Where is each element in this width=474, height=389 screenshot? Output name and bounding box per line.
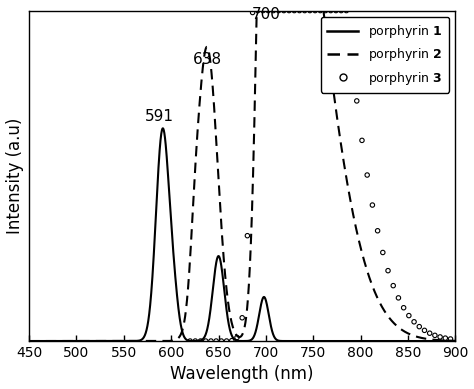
Text: 638: 638 xyxy=(192,52,222,67)
Point xyxy=(212,338,220,344)
Point xyxy=(390,282,397,289)
Point xyxy=(343,7,350,14)
Point xyxy=(405,312,413,319)
Point xyxy=(197,338,204,344)
Point xyxy=(249,9,256,16)
Point xyxy=(436,334,444,340)
Point xyxy=(259,7,267,14)
Point xyxy=(218,338,225,344)
Point xyxy=(238,315,246,321)
Point xyxy=(410,319,418,325)
Point xyxy=(223,338,230,344)
Point xyxy=(301,7,309,14)
Point xyxy=(228,338,236,344)
Point xyxy=(364,172,371,178)
Point xyxy=(186,338,194,344)
Point xyxy=(285,7,293,14)
Point xyxy=(416,324,423,330)
Point xyxy=(353,98,361,104)
Point xyxy=(348,53,356,60)
Point xyxy=(254,7,262,14)
Point xyxy=(322,7,329,14)
Point xyxy=(270,7,277,14)
Y-axis label: Intensity (a.u): Intensity (a.u) xyxy=(6,117,24,234)
Point xyxy=(202,338,210,344)
Point xyxy=(296,7,303,14)
Point xyxy=(244,233,251,239)
Point xyxy=(426,330,434,336)
Point xyxy=(306,7,314,14)
Point xyxy=(400,305,408,311)
Point xyxy=(384,268,392,274)
Text: 591: 591 xyxy=(146,109,174,124)
Point xyxy=(337,7,345,14)
Point xyxy=(291,7,298,14)
Point xyxy=(233,335,241,341)
Point xyxy=(191,338,199,344)
Point xyxy=(395,295,402,301)
Point xyxy=(374,228,382,234)
Point xyxy=(327,7,335,14)
Point xyxy=(317,7,324,14)
Point xyxy=(311,7,319,14)
Point xyxy=(431,332,439,338)
Text: 700: 700 xyxy=(251,7,280,21)
Point xyxy=(369,202,376,208)
Point xyxy=(264,7,272,14)
Point xyxy=(280,7,288,14)
Point xyxy=(207,338,215,344)
Point xyxy=(358,137,366,144)
Point xyxy=(447,336,454,342)
Point xyxy=(379,249,387,256)
X-axis label: Wavelength (nm): Wavelength (nm) xyxy=(171,365,314,384)
Legend: porphyrin $\mathbf{1}$, porphyrin $\mathbf{2}$, porphyrin $\mathbf{3}$: porphyrin $\mathbf{1}$, porphyrin $\math… xyxy=(321,17,449,93)
Point xyxy=(441,335,449,341)
Point xyxy=(421,327,428,333)
Point xyxy=(332,7,340,14)
Point xyxy=(275,7,283,14)
